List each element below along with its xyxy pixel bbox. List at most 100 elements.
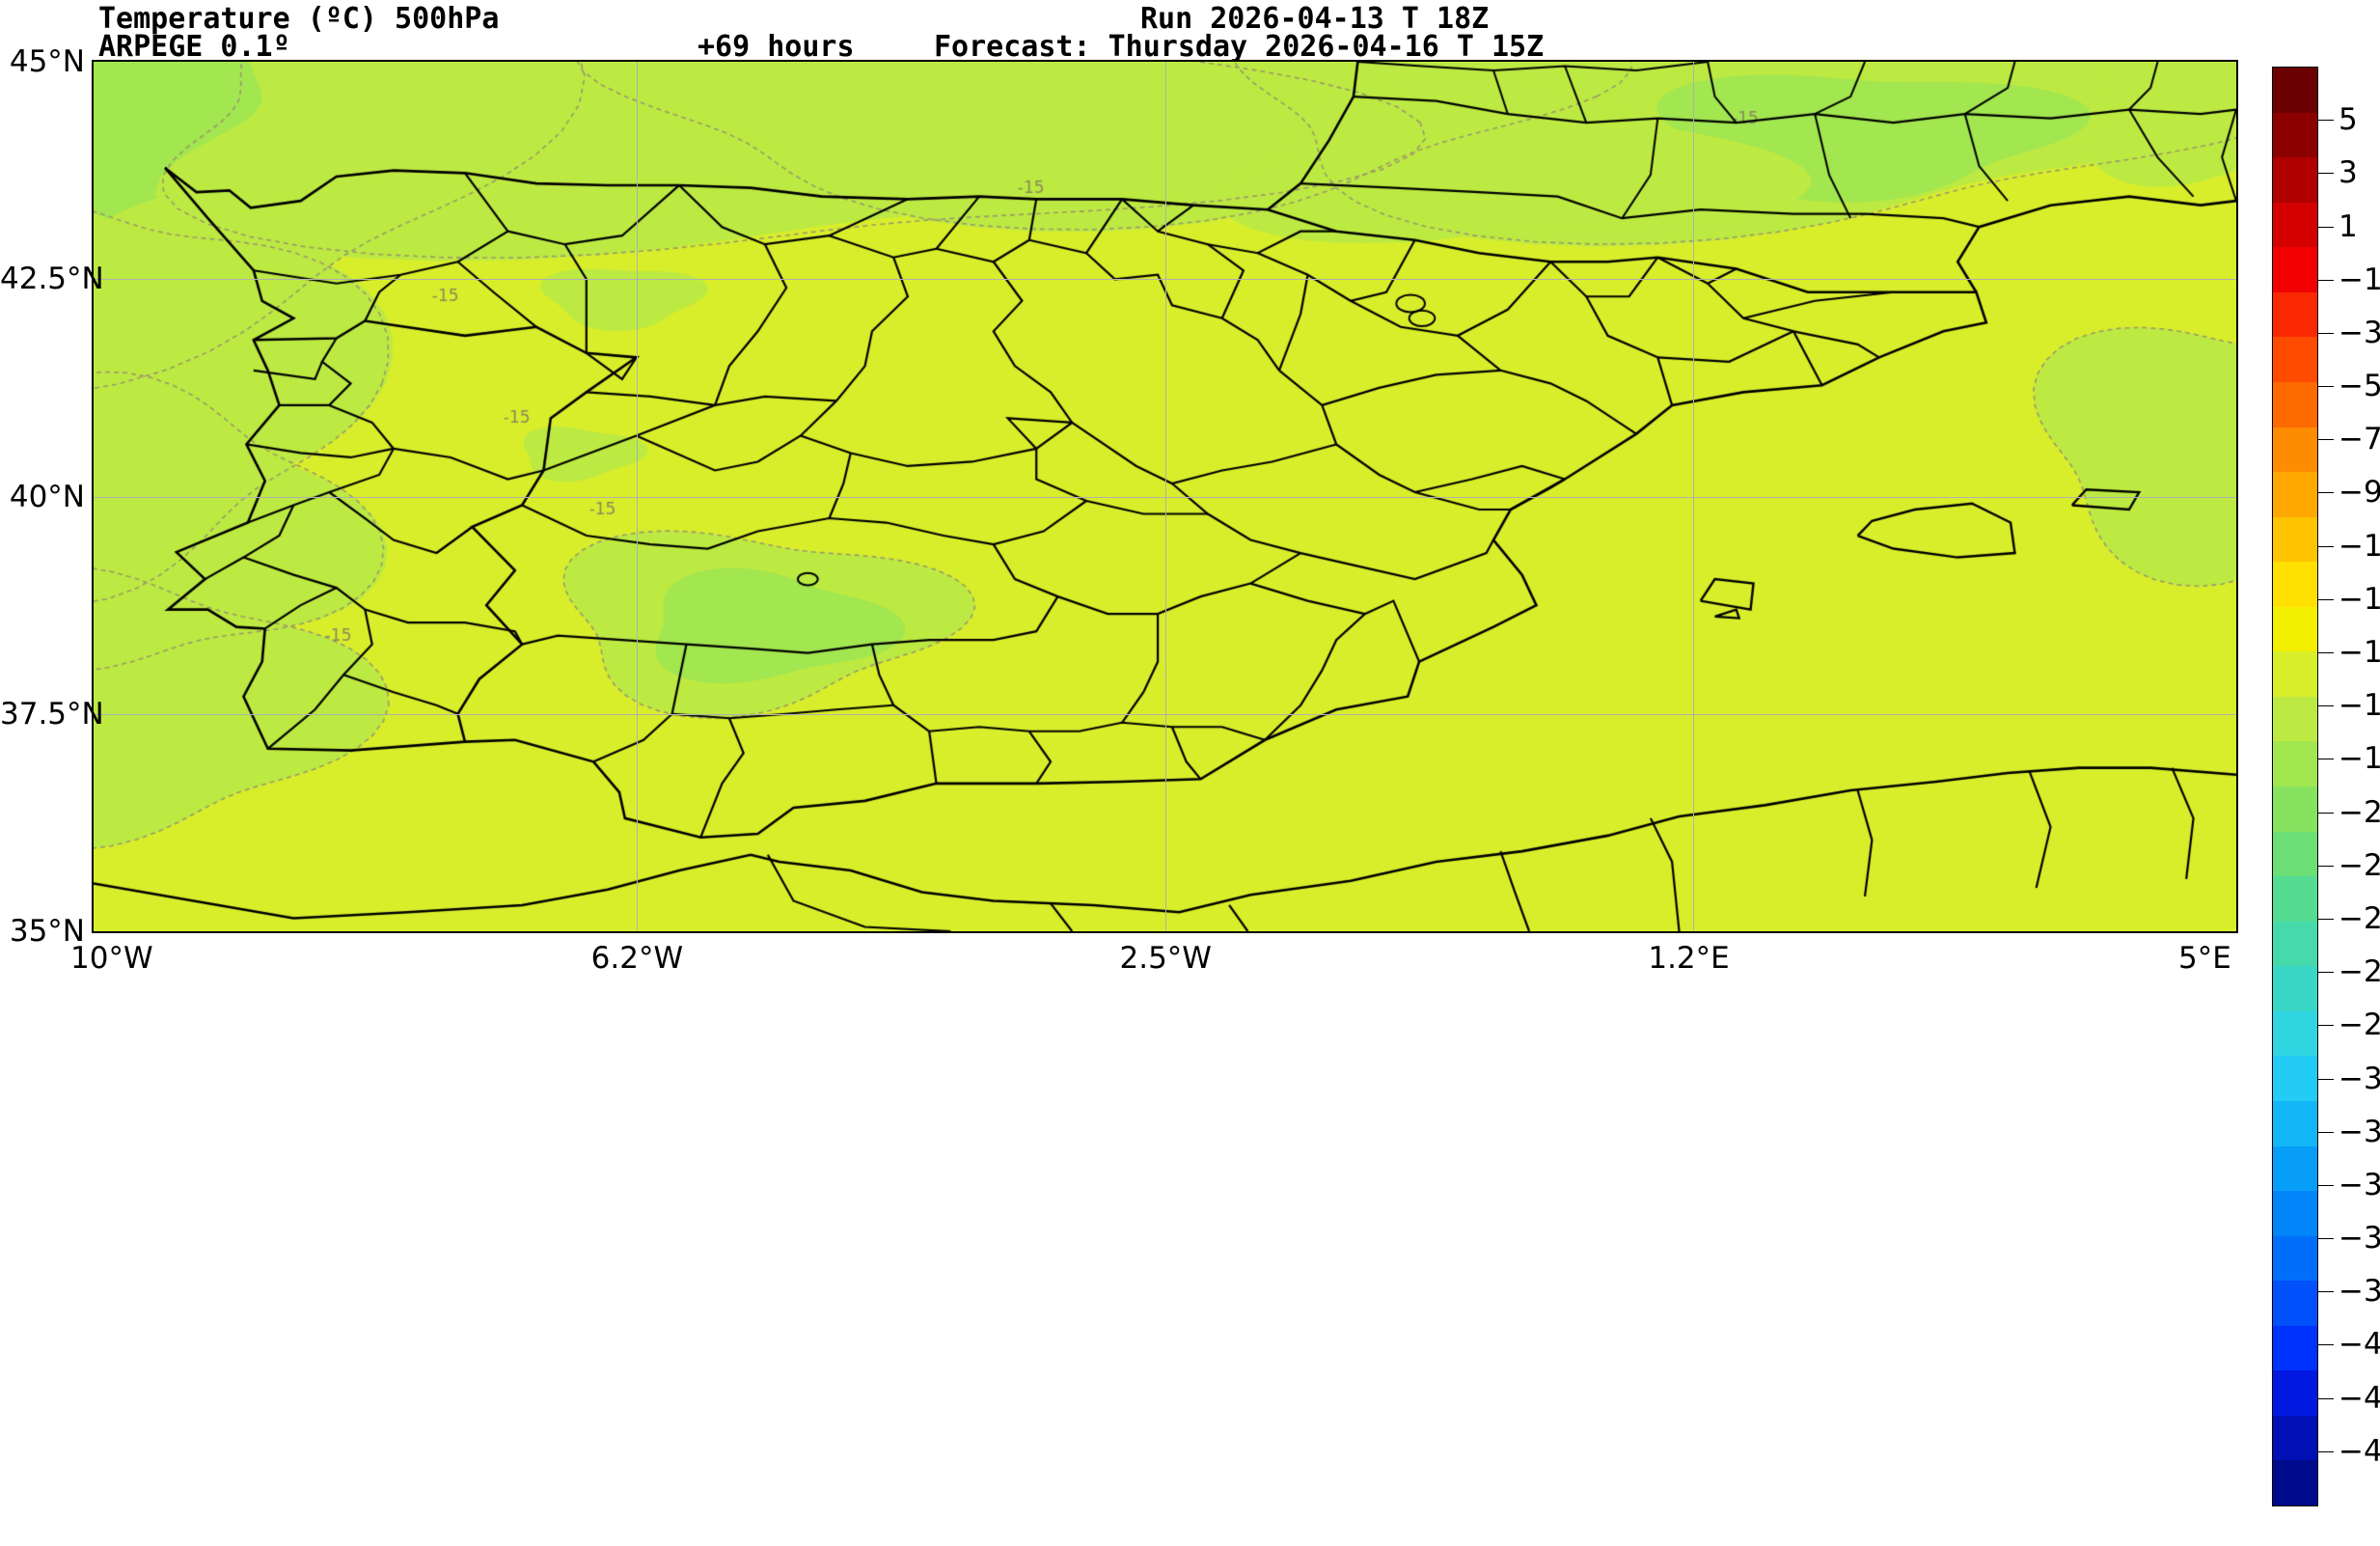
colorbar-tick: [2318, 919, 2334, 920]
colorbar-segment: [2273, 1460, 2317, 1505]
gridline-lon: [1693, 62, 1694, 931]
lat-tick-label: 42.5°N: [0, 262, 104, 297]
map-plot-area[interactable]: [92, 60, 2238, 933]
colorbar-tick-label: 5: [2339, 102, 2358, 137]
colorbar-tick: [2318, 972, 2334, 973]
colorbar-segment: [2273, 1370, 2317, 1416]
colorbar-segment: [2273, 337, 2317, 382]
colorbar-tick-label: −19: [2339, 741, 2380, 776]
colorbar-segment: [2273, 291, 2317, 338]
colorbar-tick-label: 1: [2339, 209, 2358, 244]
colorbar-segment: [2273, 427, 2317, 473]
colorbar-segment: [2273, 247, 2317, 292]
colorbar-tick-label: −5: [2339, 369, 2380, 403]
colorbar-segment: [2273, 1056, 2317, 1101]
colorbar-tick-label: −33: [2339, 1115, 2380, 1149]
forecast-valid-label: Forecast: Thursday 2026-04-16 T 15Z: [934, 30, 1545, 64]
colorbar-tick-label: 3: [2339, 155, 2358, 190]
lon-tick-label: 2.5°W: [1119, 941, 1212, 976]
colorbar-segment: [2273, 472, 2317, 517]
colorbar-segment: [2273, 696, 2317, 742]
colorbar-tick-label: −43: [2339, 1381, 2380, 1416]
colorbar-segment: [2273, 562, 2317, 607]
colorbar-segment: [2273, 876, 2317, 922]
lat-tick-label: 35°N: [9, 914, 85, 949]
gridline-lat: [94, 714, 2236, 715]
colorbar-tick: [2318, 333, 2334, 334]
colorbar[interactable]: [2272, 67, 2318, 1506]
colorbar-tick-label: −3: [2339, 316, 2380, 350]
colorbar-tick-label: −15: [2339, 635, 2380, 670]
gridline-lon: [637, 62, 638, 931]
colorbar-segment: [2273, 741, 2317, 787]
colorbar-tick-label: −23: [2339, 848, 2380, 883]
lon-tick-label: 10°W: [70, 941, 153, 976]
lon-tick-label: 5°E: [2178, 941, 2231, 976]
colorbar-tick-label: −25: [2339, 901, 2380, 936]
colorbar-tick: [2318, 705, 2334, 706]
colorbar-segment: [2273, 1281, 2317, 1326]
colorbar-tick: [2318, 1079, 2334, 1080]
colorbar-tick: [2318, 386, 2334, 387]
colorbar-tick-label: −37: [2339, 1221, 2380, 1256]
lon-tick-label: 1.2°E: [1648, 941, 1730, 976]
colorbar-tick: [2318, 599, 2334, 600]
colorbar-tick: [2318, 813, 2334, 814]
colorbar-tick: [2318, 652, 2334, 653]
colorbar-tick-label: −9: [2339, 475, 2380, 510]
colorbar-tick-label: −11: [2339, 529, 2380, 564]
colorbar-tick: [2318, 439, 2334, 440]
colorbar-tick-label: −45: [2339, 1434, 2380, 1469]
colorbar-segment: [2273, 831, 2317, 877]
colorbar-tick: [2318, 492, 2334, 493]
colorbar-segment: [2273, 381, 2317, 428]
colorbar-tick-label: −17: [2339, 688, 2380, 723]
colorbar-segment: [2273, 1100, 2317, 1146]
lat-tick-label: 40°N: [9, 479, 85, 514]
colorbar-segment: [2273, 1235, 2317, 1282]
colorbar-tick-label: −1: [2339, 262, 2380, 297]
gridline-lat: [94, 279, 2236, 280]
colorbar-segment: [2273, 651, 2317, 697]
colorbar-tick: [2318, 546, 2334, 547]
colorbar-tick: [2318, 1132, 2334, 1133]
colorbar-segment: [2273, 966, 2317, 1011]
colorbar-tick-label: −27: [2339, 954, 2380, 989]
colorbar-tick-label: −39: [2339, 1274, 2380, 1309]
colorbar-segment: [2273, 157, 2317, 203]
gridline-lat: [94, 497, 2236, 498]
colorbar-segment: [2273, 68, 2317, 113]
model-label: ARPEGE 0.1º: [98, 30, 290, 64]
colorbar-tick-label: −21: [2339, 795, 2380, 830]
colorbar-segment: [2273, 787, 2317, 832]
run-timestamp-label: Run 2026-04-13 T 18Z: [1140, 2, 1490, 36]
colorbar-tick: [2318, 1185, 2334, 1186]
colorbar-tick: [2318, 1344, 2334, 1345]
temperature-field-canvas: [94, 62, 2236, 931]
lat-tick-label: 45°N: [9, 44, 85, 79]
lat-tick-label: 37.5°N: [0, 696, 104, 732]
colorbar-segment: [2273, 1146, 2317, 1192]
colorbar-segment: [2273, 516, 2317, 563]
colorbar-tick: [2318, 280, 2334, 281]
colorbar-tick: [2318, 173, 2334, 174]
colorbar-segment: [2273, 202, 2317, 248]
gridline-lon: [1165, 62, 1166, 931]
colorbar-tick-label: −29: [2339, 1008, 2380, 1042]
colorbar-segment: [2273, 1191, 2317, 1236]
lead-time-label: +69 hours: [698, 30, 855, 64]
colorbar-segment: [2273, 1325, 2317, 1371]
colorbar-tick-label: −41: [2339, 1327, 2380, 1362]
colorbar-tick: [2318, 1451, 2334, 1452]
colorbar-tick: [2318, 227, 2334, 228]
colorbar-tick: [2318, 1238, 2334, 1239]
colorbar-tick-label: −7: [2339, 422, 2380, 456]
colorbar-tick-label: −13: [2339, 582, 2380, 617]
colorbar-tick: [2318, 1398, 2334, 1399]
colorbar-segment: [2273, 921, 2317, 967]
colorbar-tick: [2318, 120, 2334, 121]
lon-tick-label: 6.2°W: [590, 941, 684, 976]
colorbar-segment: [2273, 1415, 2317, 1461]
colorbar-tick-label: −35: [2339, 1168, 2380, 1202]
colorbar-tick-label: −31: [2339, 1062, 2380, 1096]
